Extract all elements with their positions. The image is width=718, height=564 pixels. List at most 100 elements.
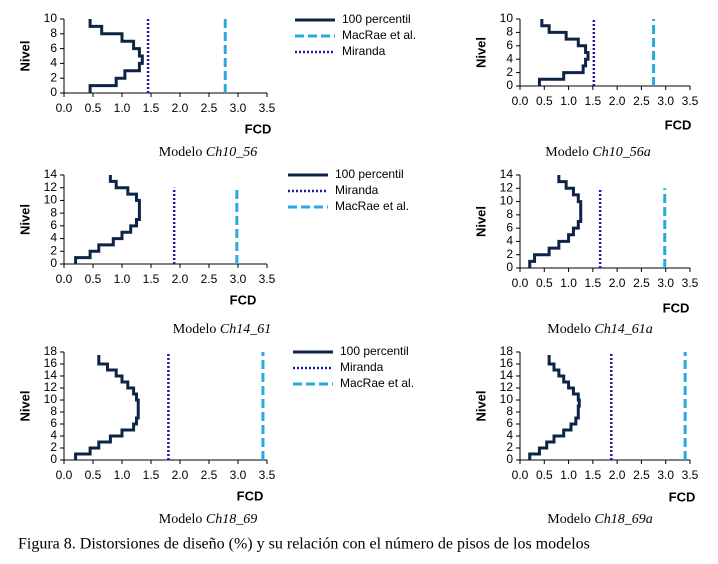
series-line (88, 19, 144, 93)
y-axis-label: Nivel (473, 206, 488, 237)
caption-label: Modelo (173, 322, 217, 337)
y-tick-label: 6 (50, 218, 57, 232)
x-tick-label: 0.0 (56, 272, 73, 286)
x-tick-label: 3.5 (682, 94, 699, 108)
legend-label: 100 percentil (340, 344, 409, 358)
x-tick-label: 2.5 (633, 94, 650, 108)
x-axis-label: FCD (230, 292, 257, 307)
legend-label: Miranda (342, 44, 386, 58)
y-tick-label: 2 (506, 440, 513, 454)
legend-label: 100 percentil (342, 12, 411, 26)
caption-label: Modelo (547, 322, 591, 337)
y-tick-label: 4 (506, 428, 513, 442)
x-axis-label: FCD (665, 117, 692, 132)
y-tick-label: 4 (506, 234, 513, 248)
x-tick-label: 1.0 (114, 468, 131, 482)
x-tick-label: 3.0 (657, 468, 674, 482)
x-tick-label: 2.5 (633, 468, 650, 482)
x-tick-label: 1.0 (560, 94, 577, 108)
x-tick-label: 0.0 (512, 276, 529, 290)
y-tick-label: 8 (50, 26, 57, 40)
y-tick-label: 10 (500, 392, 514, 406)
y-tick-label: 4 (506, 51, 513, 65)
panel-caption: Modelo Ch18_69 (159, 512, 257, 527)
series-line (528, 355, 581, 460)
y-axis-label: Nivel (17, 204, 32, 235)
x-tick-label: 2.0 (172, 101, 189, 115)
y-tick-label: 0 (50, 452, 57, 466)
x-tick-label: 0.0 (512, 94, 529, 108)
series-line (528, 175, 583, 268)
y-tick-label: 4 (50, 231, 57, 245)
model-name: Ch10_56a (592, 145, 650, 160)
y-tick-label: 8 (506, 207, 513, 221)
y-tick-label: 0 (506, 260, 513, 274)
y-tick-label: 8 (50, 404, 57, 418)
y-axis-label: Nivel (473, 390, 488, 421)
x-tick-label: 0.5 (85, 468, 102, 482)
y-tick-label: 18 (500, 344, 514, 358)
panel-caption: Modelo Ch10_56 (159, 145, 257, 160)
y-tick-label: 16 (500, 356, 514, 370)
x-tick-label: 1.0 (560, 468, 577, 482)
y-tick-label: 2 (506, 65, 513, 79)
x-tick-label: 1.5 (143, 272, 160, 286)
legend-label: 100 percentil (335, 167, 404, 181)
x-axis-label: FCD (663, 300, 690, 315)
x-tick-label: 3.0 (230, 101, 247, 115)
y-tick-label: 0 (506, 78, 513, 92)
y-tick-label: 6 (506, 220, 513, 234)
x-axis-label: FCD (669, 489, 696, 504)
panel-caption: Modelo Ch14_61a (547, 322, 652, 337)
model-name: Ch14_61a (594, 322, 652, 337)
y-tick-label: 6 (50, 416, 57, 430)
y-tick-label: 4 (50, 56, 57, 70)
y-tick-label: 10 (44, 392, 58, 406)
x-tick-label: 1.5 (585, 276, 602, 290)
x-axis-label: FCD (237, 488, 264, 503)
x-tick-label: 0.5 (85, 272, 102, 286)
x-tick-label: 3.0 (657, 276, 674, 290)
x-tick-label: 1.5 (143, 468, 160, 482)
y-tick-label: 12 (44, 180, 58, 194)
x-tick-label: 2.0 (172, 272, 189, 286)
x-tick-label: 1.5 (143, 101, 160, 115)
y-tick-label: 4 (50, 428, 57, 442)
series-line (537, 19, 590, 86)
x-tick-label: 0.5 (536, 468, 553, 482)
x-tick-label: 1.5 (585, 468, 602, 482)
y-tick-label: 2 (506, 247, 513, 261)
panel-caption: Modelo Ch18_69a (547, 512, 652, 527)
x-tick-label: 2.0 (609, 468, 626, 482)
y-tick-label: 0 (50, 256, 57, 270)
y-tick-label: 6 (506, 416, 513, 430)
y-tick-label: 14 (500, 167, 514, 181)
x-tick-label: 1.5 (585, 94, 602, 108)
caption-label: Modelo (547, 512, 591, 527)
y-tick-label: 12 (500, 380, 514, 394)
x-tick-label: 2.5 (201, 272, 218, 286)
x-tick-label: 2.5 (201, 468, 218, 482)
y-tick-label: 8 (506, 404, 513, 418)
model-name: Ch18_69a (594, 512, 652, 527)
y-tick-label: 2 (50, 440, 57, 454)
legend-label: MacRae et al. (340, 376, 414, 390)
y-tick-label: 18 (44, 344, 58, 358)
x-tick-label: 2.5 (633, 276, 650, 290)
y-tick-label: 16 (44, 356, 58, 370)
y-axis-label: Nivel (17, 40, 32, 71)
legend-label: Miranda (340, 360, 384, 374)
caption-label: Modelo (545, 145, 589, 160)
x-tick-label: 1.0 (114, 101, 131, 115)
y-tick-label: 10 (500, 194, 514, 208)
x-tick-label: 2.5 (201, 101, 218, 115)
y-tick-label: 6 (506, 38, 513, 52)
x-tick-label: 3.5 (682, 276, 699, 290)
x-tick-label: 0.5 (536, 276, 553, 290)
y-tick-label: 14 (44, 368, 58, 382)
y-tick-label: 0 (506, 452, 513, 466)
x-tick-label: 1.0 (114, 272, 131, 286)
x-tick-label: 1.0 (560, 276, 577, 290)
y-tick-label: 10 (44, 193, 58, 207)
x-tick-label: 3.5 (259, 468, 276, 482)
